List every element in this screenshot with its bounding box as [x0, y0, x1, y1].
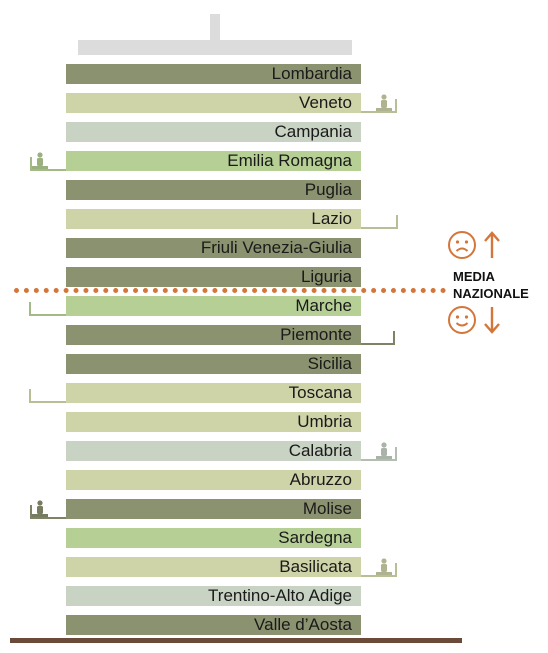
- balcony-ledge: [361, 563, 397, 577]
- floor-campania: Campania: [66, 122, 361, 142]
- floor-trentino-alto-adige: Trentino-Alto Adige: [66, 586, 361, 606]
- region-label: Toscana: [288, 383, 352, 402]
- region-label: Marche: [295, 296, 352, 315]
- floor-sardegna: Sardegna: [66, 528, 361, 548]
- floor-calabria: Calabria: [66, 441, 361, 461]
- person-icon: [376, 94, 392, 111]
- floor-emilia-romagna: Emilia Romagna: [66, 151, 361, 171]
- region-label: Sicilia: [307, 354, 352, 373]
- region-label: Calabria: [288, 441, 352, 460]
- region-label: Puglia: [304, 180, 352, 199]
- balcony-ledge: [361, 215, 398, 229]
- arrow-down-icon: [484, 307, 500, 334]
- floor-umbria: Umbria: [66, 412, 361, 432]
- floor-lazio: Lazio: [66, 209, 361, 229]
- ground-line: [10, 638, 462, 643]
- floor-basilicata: Basilicata: [66, 557, 361, 577]
- region-label: Lombardia: [271, 64, 352, 83]
- region-label: Liguria: [300, 267, 352, 286]
- region-label: Emilia Romagna: [227, 151, 352, 170]
- region-label: Campania: [274, 122, 353, 141]
- region-label: Trentino-Alto Adige: [208, 586, 352, 605]
- floor-piemonte: Piemonte: [66, 325, 361, 345]
- floor-valle-daosta: Valle d’Aosta: [66, 615, 361, 635]
- floor-abruzzo: Abruzzo: [66, 470, 361, 490]
- floor-sicilia: Sicilia: [66, 354, 361, 374]
- person-icon: [376, 558, 392, 575]
- floor-puglia: Puglia: [66, 180, 361, 200]
- region-label: Friuli Venezia-Giulia: [200, 238, 352, 257]
- floor-molise: Molise: [66, 499, 361, 519]
- region-label: Abruzzo: [289, 470, 352, 489]
- legend-line-media: MEDIA: [453, 269, 495, 284]
- region-label: Umbria: [297, 412, 352, 431]
- floor-toscana: Toscana: [66, 383, 361, 403]
- national-average-line: [14, 288, 446, 293]
- floor-veneto: Veneto: [66, 93, 361, 113]
- region-label: Molise: [302, 499, 352, 518]
- national-average-label: MEDIA NAZIONALE: [453, 268, 529, 302]
- floor-marche: Marche: [66, 296, 361, 316]
- arrow-up-icon: [484, 231, 500, 258]
- region-label: Basilicata: [279, 557, 352, 576]
- balcony-ledge: [361, 99, 397, 113]
- legend-line-nazionale: NAZIONALE: [453, 286, 529, 301]
- person-icon: [32, 152, 48, 169]
- roof-antenna: [210, 14, 220, 41]
- sad-face-icon: [448, 231, 476, 259]
- region-label: Piemonte: [280, 325, 352, 344]
- roof: [78, 40, 352, 55]
- balcony-ledge: [30, 157, 66, 171]
- happy-face-icon: [448, 306, 476, 334]
- balcony-ledge: [361, 447, 397, 461]
- region-label: Veneto: [299, 93, 352, 112]
- balcony-ledge: [361, 331, 395, 345]
- region-label: Sardegna: [278, 528, 352, 547]
- region-label: Lazio: [311, 209, 352, 228]
- person-icon: [32, 500, 48, 517]
- person-icon: [376, 442, 392, 459]
- balcony-ledge: [29, 389, 66, 403]
- balcony-ledge: [30, 505, 66, 519]
- floor-friuli-venezia-giulia: Friuli Venezia-Giulia: [66, 238, 361, 258]
- region-label: Valle d’Aosta: [254, 615, 352, 634]
- balcony-ledge: [29, 302, 66, 316]
- floor-liguria: Liguria: [66, 267, 361, 287]
- floor-lombardia: Lombardia: [66, 64, 361, 84]
